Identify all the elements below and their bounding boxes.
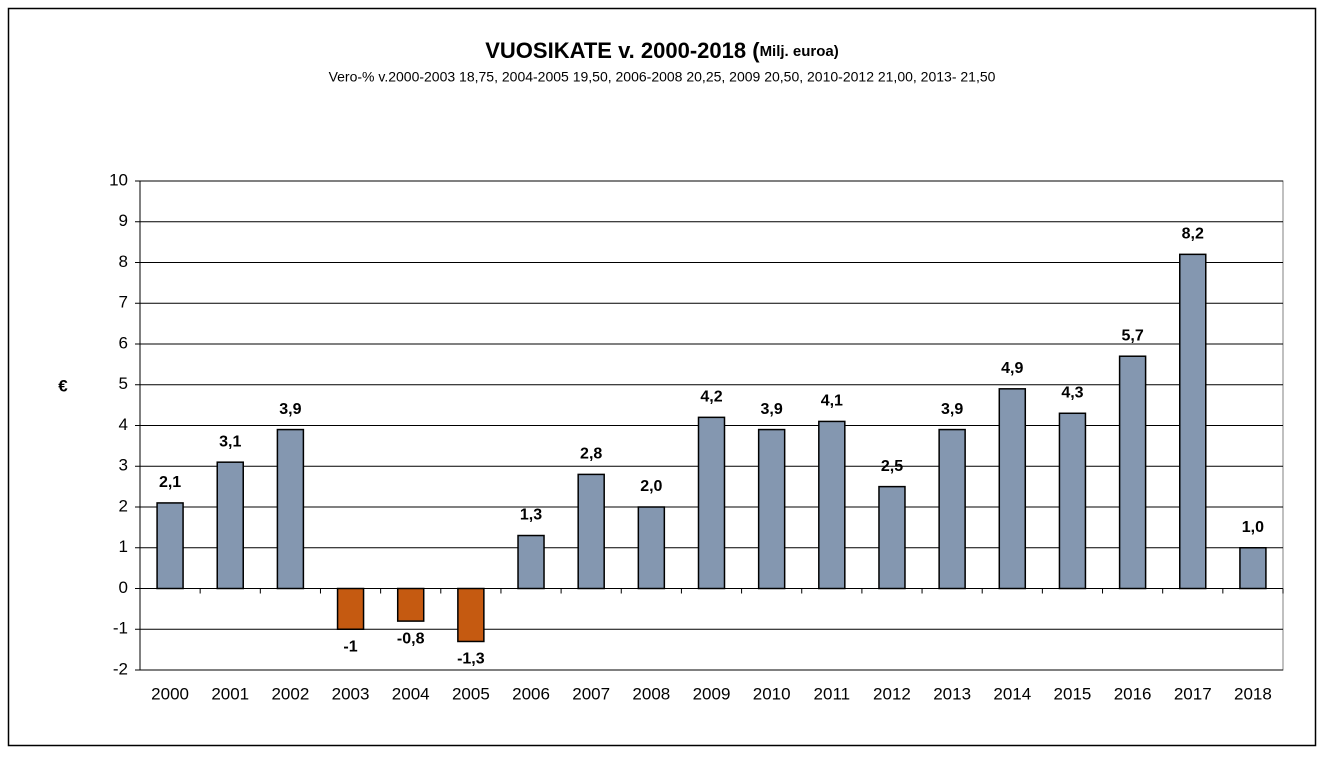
x-tick-label: 2018 [1234,684,1272,703]
bar [697,416,726,590]
bar [457,587,485,643]
value-label: -1,3 [457,651,485,668]
bar [637,506,666,590]
x-tick-label: 2005 [452,684,490,703]
x-tick-label: 2010 [753,684,791,703]
y-tick-label: 10 [109,170,128,189]
bar [757,428,786,590]
x-tick-label: 2004 [392,684,430,703]
x-tick-label: 2013 [933,684,971,703]
bar [878,485,906,590]
value-label: 2,0 [640,478,662,495]
y-tick-label: -2 [113,659,128,678]
y-tick-label: 8 [119,252,128,271]
y-tick-label: -1 [113,619,128,638]
bar [517,534,545,590]
y-tick-label: 9 [119,211,128,230]
value-label: 1,0 [1242,519,1264,536]
x-tick-label: 2012 [873,684,911,703]
x-tick-label: 2007 [572,684,610,703]
value-label: 4,2 [700,389,722,406]
chart-title: VUOSIKATE v. 2000-2018 (Milj. euroa) [485,38,839,63]
value-label: -0,8 [397,630,425,647]
value-label: 2,5 [881,458,903,475]
bar [216,461,244,590]
value-label: 4,9 [1001,360,1023,377]
x-tick-label: 2009 [693,684,731,703]
x-tick-label: 2002 [271,684,309,703]
title-main: VUOSIKATE v. 2000-2018 ( [485,38,760,63]
x-tick-label: 2016 [1114,684,1152,703]
x-tick-label: 2001 [211,684,249,703]
x-tick-label: 2006 [512,684,550,703]
y-tick-label: 7 [119,293,128,312]
value-label: 8,2 [1182,226,1204,243]
bar [998,388,1027,590]
x-tick-label: 2017 [1174,684,1212,703]
bar [1058,412,1087,590]
bar [818,420,846,590]
x-tick-label: 2011 [814,684,851,703]
value-label: 3,9 [761,401,783,418]
chart-subtitle: Vero-% v.2000-2003 18,75, 2004-2005 19,5… [329,69,996,85]
x-tick-label: 2015 [1054,684,1092,703]
bar [577,473,605,590]
y-tick-label: 5 [119,374,128,393]
value-label: 4,3 [1061,384,1083,401]
value-label: 3,1 [219,433,241,450]
bar [276,428,305,590]
value-label: 5,7 [1121,327,1143,344]
x-tick-label: 2008 [632,684,670,703]
value-label: -1 [343,638,357,655]
y-tick-label: 2 [119,496,128,515]
value-label: 4,1 [821,393,843,410]
bar [336,587,365,630]
y-tick-label: 1 [119,537,128,556]
bar [938,428,966,590]
bar [1179,253,1207,590]
bar [1118,355,1147,590]
x-tick-label: 2000 [151,684,189,703]
title-unit: Milj. euroa) [760,43,839,60]
value-label: 1,3 [520,507,542,524]
value-label: 2,8 [580,446,602,463]
bar [1239,547,1267,590]
y-tick-label: 0 [119,578,128,597]
y-axis-label: € [58,376,68,395]
x-tick-label: 2003 [332,684,370,703]
value-label: 2,1 [159,474,181,491]
value-label: 3,9 [941,401,963,418]
y-tick-label: 6 [119,333,128,352]
y-tick-label: 3 [119,456,128,475]
y-tick-label: 4 [119,415,128,434]
bar [156,502,184,590]
bar [396,587,425,622]
x-tick-label: 2014 [993,684,1031,703]
value-label: 3,9 [279,401,301,418]
